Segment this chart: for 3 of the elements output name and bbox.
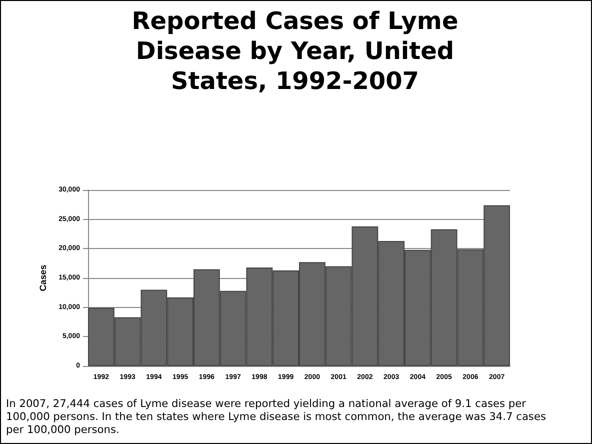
text: In 2007, 27,444 cases of Lyme disease were reported yielding a national average of 9.1 cases per 100,000 persons. In the ten states where Lyme disease is most common, the average was 34.7 cases per 100,000 persons. (6, 398, 547, 437)
chart-title: Reported Cases of Lyme Disease by Year, United States, 1992-2007 (130, 6, 460, 96)
y-axis-title: Cases (38, 264, 48, 292)
